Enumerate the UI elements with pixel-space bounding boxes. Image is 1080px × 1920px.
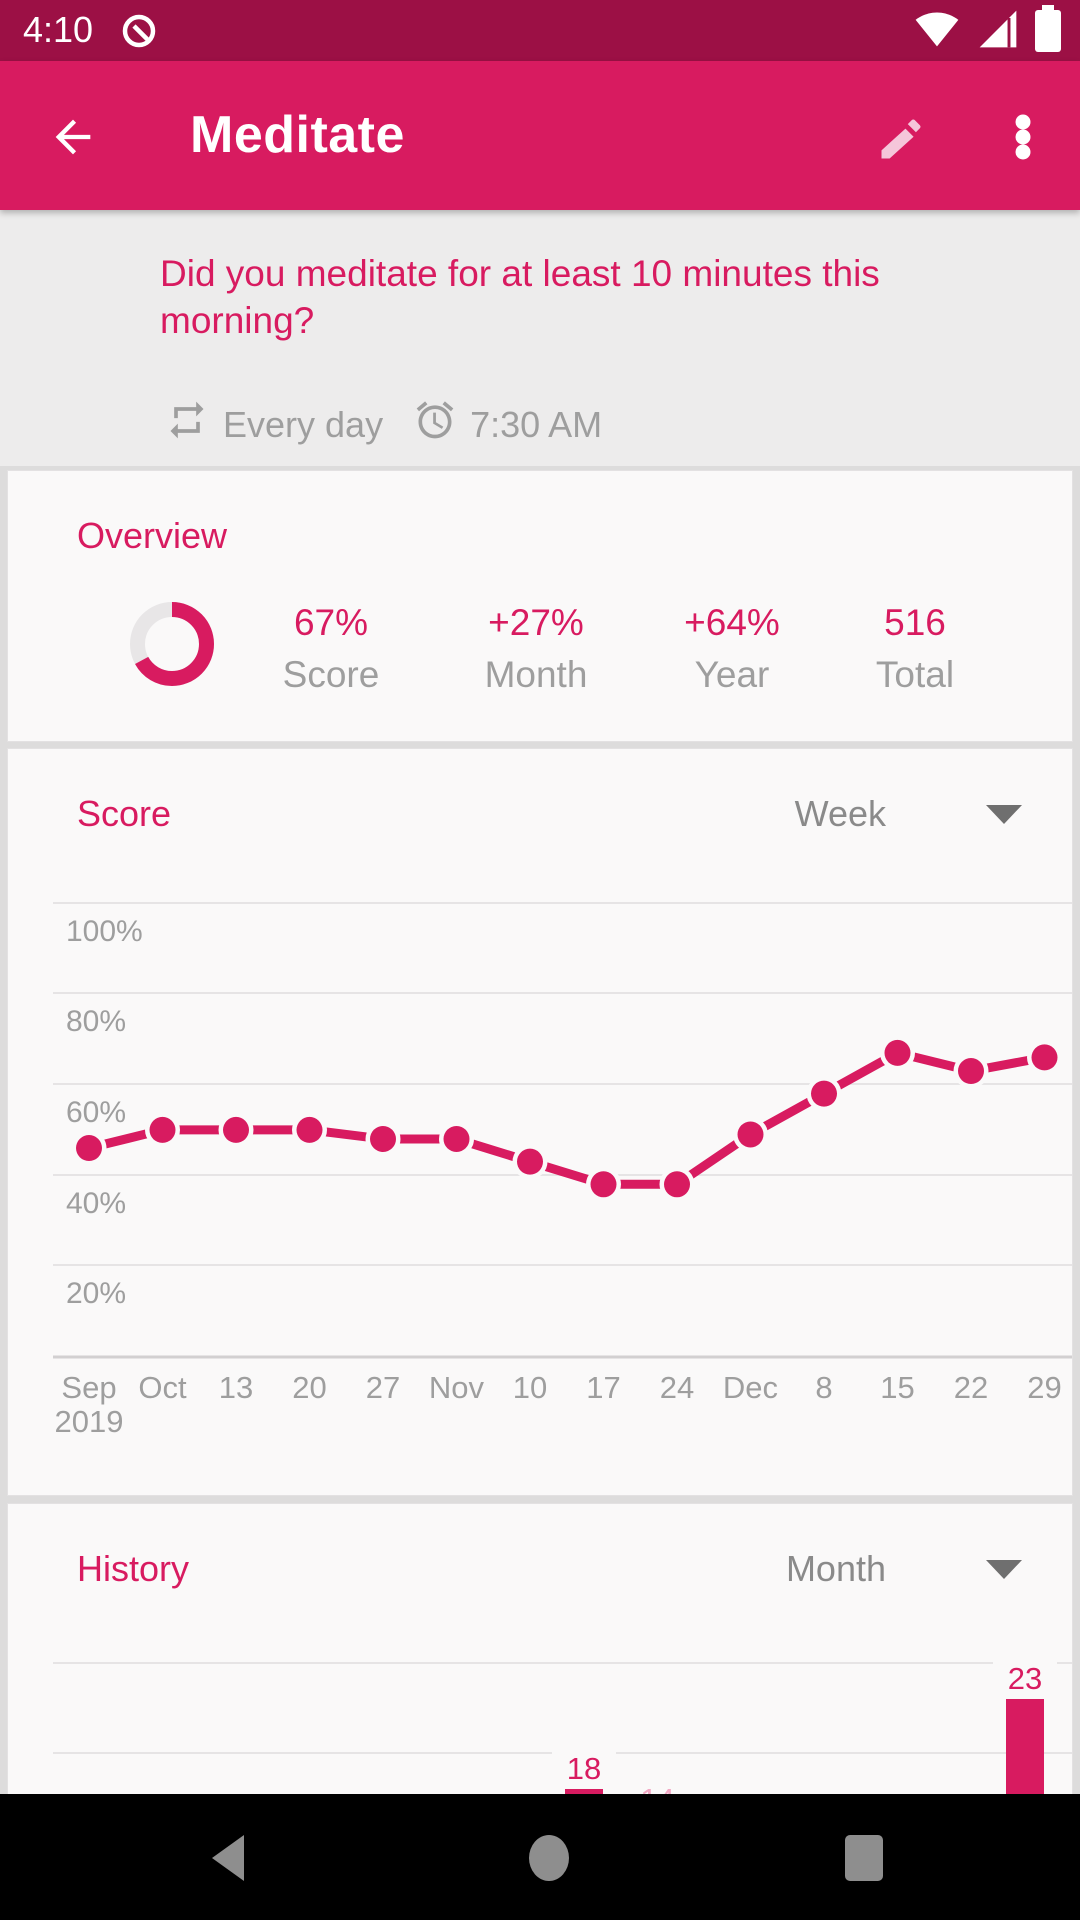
chevron-down-icon: [986, 804, 1022, 824]
stat-value: 67%: [293, 602, 369, 643]
status-icons: [912, 4, 1062, 56]
frequency-label: Every day: [223, 403, 384, 445]
history-period-dropdown[interactable]: Month: [786, 1548, 1022, 1590]
alarm-clock-icon: [413, 398, 457, 451]
reminder-time: 7:30 AM: [470, 403, 603, 445]
habit-question-section: Did you meditate for at least 10 minutes…: [0, 210, 1080, 466]
android-q-notification-icon: [120, 12, 158, 55]
score-ring-chart: [130, 602, 214, 686]
stat-value: 516: [884, 602, 946, 643]
navigation-bar: [0, 1794, 1080, 1920]
history-period-value: Month: [785, 1548, 886, 1589]
score-title: Score: [77, 793, 172, 834]
score-period-dropdown[interactable]: Week: [795, 793, 1022, 835]
stat-value: +27%: [488, 602, 584, 643]
stat-month: +27% Month: [485, 599, 588, 703]
app-bar: Meditate: [0, 61, 1080, 210]
stat-label: Total: [875, 654, 955, 695]
wifi-icon: [912, 7, 962, 56]
score-period-value: Week: [794, 793, 886, 834]
habit-question: Did you meditate for at least 10 minutes…: [160, 253, 880, 341]
nav-home-icon[interactable]: [527, 1834, 571, 1887]
overview-title: Overview: [77, 515, 228, 556]
cell-signal-icon: [976, 7, 1020, 56]
stat-label: Year: [694, 654, 770, 695]
repeat-icon: [165, 398, 209, 451]
battery-icon: [1034, 4, 1062, 58]
stat-value: +64%: [684, 602, 780, 643]
stat-year: +64% Year: [684, 599, 780, 703]
stat-label: Score: [282, 654, 380, 695]
frequency-row: Every day 7:30 AM: [165, 398, 602, 451]
edit-pencil-icon[interactable]: [875, 113, 927, 165]
stat-total: 516 Total: [876, 599, 954, 703]
stat-label: Month: [484, 654, 588, 695]
history-title: History: [77, 1548, 190, 1589]
page-title: Meditate: [190, 106, 405, 164]
status-bar: 4:10: [0, 0, 1080, 61]
nav-back-icon[interactable]: [206, 1834, 250, 1887]
stat-score: 67% Score: [283, 599, 380, 703]
status-time: 4:10: [23, 9, 94, 50]
overflow-menu-icon[interactable]: [999, 111, 1047, 163]
nav-recents-icon[interactable]: [842, 1834, 886, 1887]
chevron-down-icon: [986, 1559, 1022, 1579]
back-arrow-icon[interactable]: [47, 111, 99, 163]
score-card: Score Week: [7, 748, 1073, 1496]
overview-card: Overview 67% Score +27% Month +64% Year …: [7, 470, 1073, 742]
